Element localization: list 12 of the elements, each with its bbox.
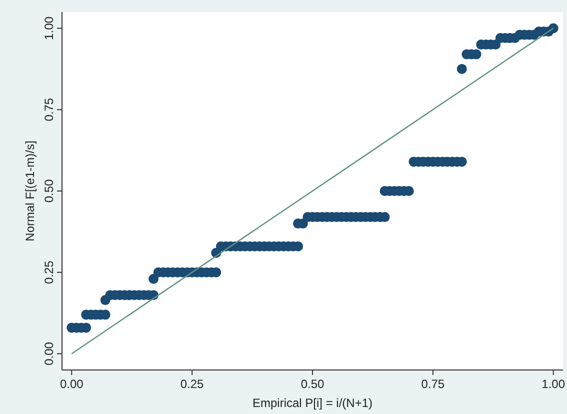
x-tick-label: 0.25 — [180, 377, 204, 391]
x-tick-label: 0.00 — [60, 377, 84, 391]
x-tick-label: 0.50 — [300, 377, 324, 391]
x-axis-title: Empirical P[i] = i/(N+1) — [252, 396, 373, 410]
x-tick-label: 0.75 — [421, 377, 445, 391]
x-tick-label: 1.00 — [542, 377, 566, 391]
y-tick-label: 0.25 — [42, 260, 56, 284]
y-axis-title: Normal F[(e1-m)/s] — [23, 140, 37, 242]
y-tick-label: 1.00 — [42, 16, 56, 40]
y-tick-label: 0.50 — [42, 179, 56, 203]
y-tick-label: 0.75 — [42, 98, 56, 122]
y-tick-label: 0.00 — [42, 342, 56, 366]
